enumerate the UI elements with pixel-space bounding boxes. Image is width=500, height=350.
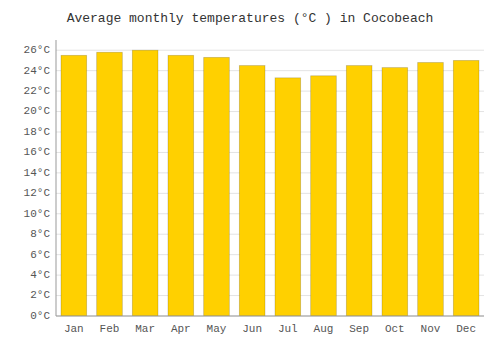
bar — [204, 57, 230, 316]
y-tick-label: 14°C — [24, 167, 51, 179]
y-tick-label: 18°C — [24, 126, 51, 138]
chart-title: Average monthly temperatures (°C ) in Co… — [67, 11, 434, 26]
x-tick-label: Oct — [385, 323, 405, 335]
x-tick-label: May — [207, 323, 227, 335]
y-tick-label: 24°C — [24, 65, 51, 77]
y-axis-line — [56, 40, 57, 316]
y-tick-label: 16°C — [24, 146, 51, 158]
y-tick-label: 6°C — [30, 249, 50, 261]
x-tick-label: Apr — [171, 323, 191, 335]
x-tick-label: Feb — [100, 323, 120, 335]
x-tick-label: Aug — [314, 323, 334, 335]
x-axis-line — [56, 316, 484, 317]
grid-line — [56, 50, 484, 51]
bar — [239, 66, 265, 316]
bar — [346, 66, 372, 316]
x-tick-label: Jul — [278, 323, 298, 335]
y-tick-label: 0°C — [30, 310, 50, 322]
x-tick-label: Sep — [349, 323, 369, 335]
x-tick-label: Mar — [135, 323, 155, 335]
bar — [168, 55, 194, 316]
x-tick-label: Nov — [421, 323, 441, 335]
bar — [97, 52, 123, 316]
y-tick-label: 2°C — [30, 289, 50, 301]
y-tick-label: 20°C — [24, 105, 51, 117]
y-axis: 0°C 2°C 4°C 6°C 8°C 10°C 12°C 14°C 16°C 18°C 20°C 2… — [24, 40, 56, 322]
bar — [61, 55, 87, 316]
bar — [382, 68, 408, 316]
chart-svg: 0°C 2°C 4°C 6°C 8°C 10°C 12°C 14°C 16°C 18°C 20°C 2… — [0, 0, 500, 350]
y-tick-label: 4°C — [30, 269, 50, 281]
x-axis: Jan Feb Mar Apr May Jun Jul Aug Sep Oct Nov Dec — [56, 316, 484, 335]
y-tick-label: 22°C — [24, 85, 51, 97]
y-tick-label: 12°C — [24, 187, 51, 199]
x-tick-label: Jan — [64, 323, 84, 335]
grid — [56, 50, 484, 316]
x-tick-label: Jun — [242, 323, 262, 335]
grid-line — [56, 316, 484, 317]
x-tick-label: Dec — [456, 323, 476, 335]
bars — [61, 50, 479, 316]
bar — [275, 78, 301, 316]
y-tick-label: 26°C — [24, 44, 51, 56]
bar — [453, 60, 479, 316]
y-tick-label: 8°C — [30, 228, 50, 240]
bar — [311, 76, 337, 316]
y-tick-label: 10°C — [24, 208, 51, 220]
bar — [132, 50, 158, 316]
bar — [418, 62, 444, 316]
chart-container: 0°C 2°C 4°C 6°C 8°C 10°C 12°C 14°C 16°C 18°C 20°C 2… — [0, 0, 500, 350]
